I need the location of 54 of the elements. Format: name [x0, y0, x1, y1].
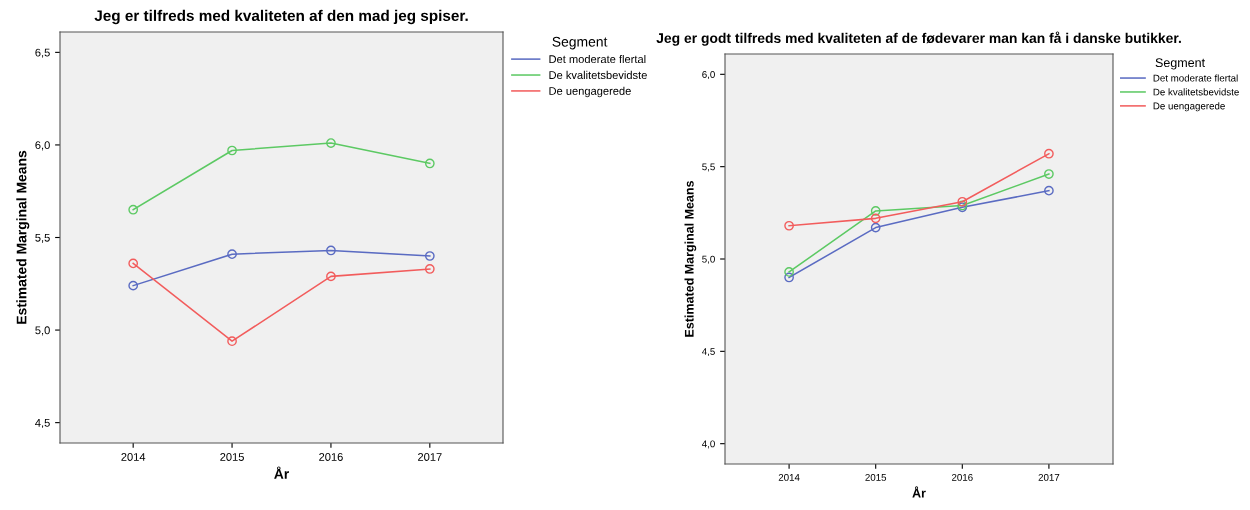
y-tick-label: 5,5: [35, 233, 50, 243]
y-tick-label: 6,5: [35, 48, 50, 58]
point: [870, 213, 881, 224]
point: [326, 138, 336, 148]
legend-label: De kvalitetsbevidste: [1153, 88, 1239, 96]
point: [1044, 185, 1054, 196]
y-tick-label: 4,5: [701, 348, 715, 357]
point: [128, 204, 139, 215]
x-tick-label: 2015: [220, 453, 244, 461]
x-tick-label: 2014: [121, 453, 146, 461]
legend-label: De kvalitetsbevidste: [549, 70, 647, 80]
point: [128, 280, 139, 291]
point: [424, 264, 435, 274]
x-tick-label: 2017: [418, 453, 442, 461]
y-tick-label: 4,5: [35, 419, 50, 429]
point: [424, 158, 435, 169]
point: [326, 245, 336, 256]
point: [784, 272, 794, 283]
point: [870, 222, 881, 233]
y-tick-label: 4,0: [701, 440, 715, 449]
chart-title: Jeg er tilfreds med kvaliteten af den mad jeg spiser.: [94, 9, 468, 25]
y-tick-label: 5,0: [702, 255, 715, 264]
x-tick-label: 2014: [778, 473, 800, 481]
point: [870, 206, 881, 216]
y-axis-title: Estimated Marginal Means: [16, 150, 30, 324]
chart-title: Jeg er godt tilfreds med kvaliteten af de fødevarer man kan få i danske butikker.: [656, 31, 1181, 46]
point: [326, 271, 336, 282]
legend-label: De uengagerede: [1153, 102, 1225, 112]
legend-label: Det moderate flertal: [1153, 74, 1238, 82]
x-tick-label: 2015: [865, 473, 887, 481]
y-tick-label: 5,5: [702, 163, 715, 172]
x-tick-label: 2016: [951, 473, 973, 481]
legend-label: Det moderate flertal: [549, 54, 646, 64]
point: [1044, 169, 1054, 179]
point: [1044, 148, 1054, 159]
legend-title: Segment: [1155, 58, 1205, 70]
x-tick-label: 2017: [1038, 473, 1060, 481]
x-tick-label: 2016: [319, 453, 343, 461]
point: [957, 196, 968, 207]
x-axis-title: År: [274, 466, 290, 479]
point: [227, 336, 237, 347]
point: [784, 267, 794, 277]
x-axis-title: År: [912, 486, 926, 498]
y-tick-label: 5,0: [35, 326, 50, 336]
legend-title: Segment: [552, 36, 608, 50]
y-tick-label: 6,0: [702, 71, 715, 80]
point: [128, 258, 139, 269]
y-axis-title: Estimated Marginal Means: [684, 181, 697, 337]
point: [424, 251, 435, 261]
point: [227, 145, 237, 156]
point: [227, 249, 237, 260]
point: [784, 220, 794, 231]
y-tick-label: 6,0: [35, 141, 50, 151]
legend-label: De uengagerede: [549, 86, 631, 98]
